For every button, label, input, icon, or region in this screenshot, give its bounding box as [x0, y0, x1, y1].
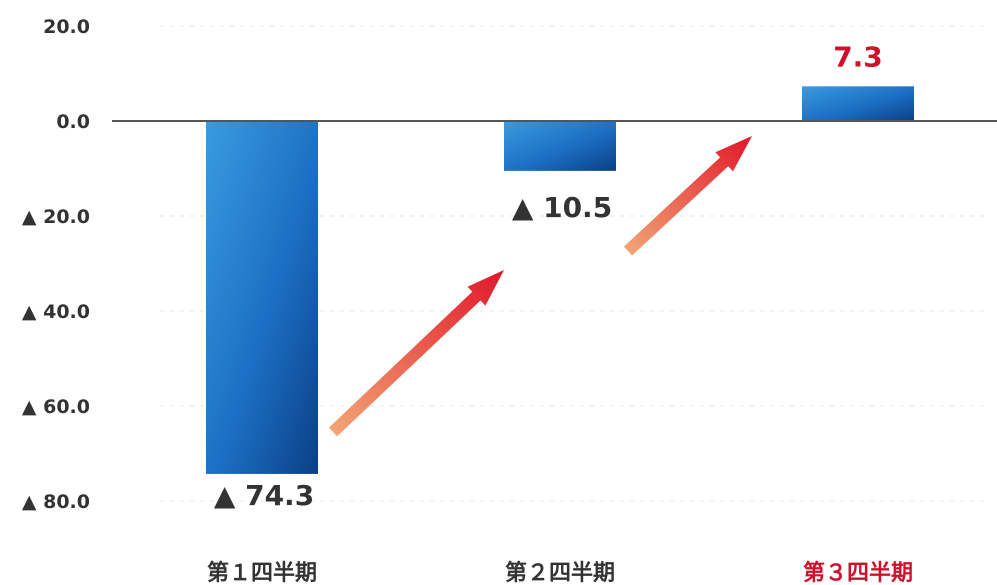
- data-label: ▲ 10.5: [512, 191, 612, 224]
- bar-2: [504, 121, 616, 171]
- y-tick-label: ▲ 60.0: [22, 396, 90, 418]
- trend-arrow-2: [623, 136, 752, 256]
- x-category-label: 第２四半期: [505, 560, 615, 585]
- bar-1: [206, 121, 318, 474]
- y-tick-label: ▲ 20.0: [22, 206, 90, 228]
- x-category-label: 第１四半期: [207, 560, 317, 585]
- bar-3: [802, 86, 914, 121]
- y-tick-label: ▲ 80.0: [22, 491, 90, 513]
- data-label: 7.3: [833, 40, 883, 73]
- y-tick-label: 0.0: [56, 111, 90, 133]
- data-label: ▲ 74.3: [214, 479, 314, 512]
- y-tick-label: ▲ 40.0: [22, 301, 90, 323]
- x-category-label: 第３四半期: [803, 560, 913, 585]
- y-tick-label: 20.0: [43, 16, 90, 38]
- trend-arrow-1: [328, 270, 504, 437]
